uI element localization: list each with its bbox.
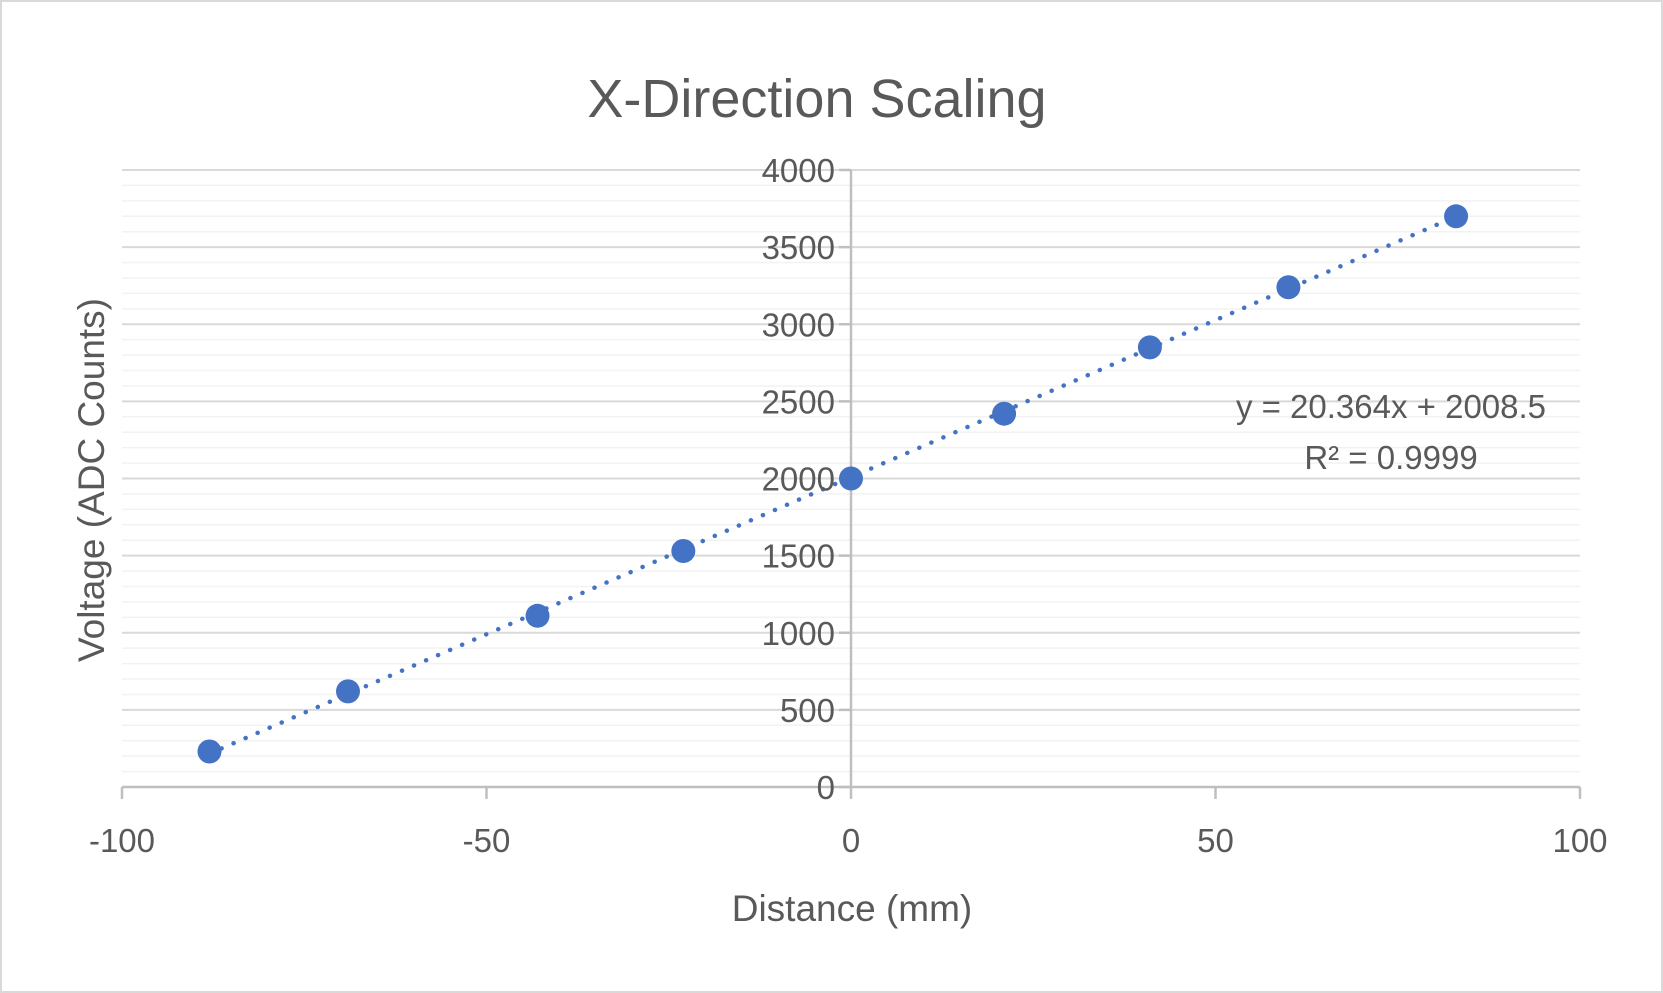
data-point [671,538,696,563]
y-tick-label: 500 [780,692,835,729]
trendline-r-squared: R² = 0.9999 [1304,439,1477,476]
data-point [839,466,863,491]
data-point [197,739,222,764]
x-tick-label: -100 [89,822,155,859]
x-tick-label: -50 [463,822,511,859]
y-tick-label: 1000 [762,615,835,652]
x-tick-label: 50 [1197,822,1234,859]
x-tick-label: 100 [1552,822,1607,859]
data-point [992,401,1017,426]
y-tick-label: 2000 [762,461,835,498]
data-point [525,603,550,628]
y-tick-label: 3500 [762,229,835,266]
tick-labels: -100 -50 0 50 100050010001500200025003000350… [89,152,1608,859]
x-tick-label: 0 [842,822,860,859]
data-point [1444,204,1469,229]
data-point [335,679,360,704]
y-axis-title: Voltage (ADC Counts) [71,298,112,662]
y-tick-label: 4000 [762,152,835,189]
y-tick-label: 3000 [762,306,835,343]
data-point [1276,275,1301,300]
y-tick-label: 0 [817,769,835,806]
trendline-equation: y = 20.364x + 2008.5 [1236,388,1546,425]
y-tick-label: 2500 [762,383,835,420]
x-axis-title: Distance (mm) [732,888,973,929]
y-tick-label: 1500 [762,538,835,575]
chart-title: X-Direction Scaling [587,69,1046,129]
data-point [1137,335,1162,360]
data-points [197,204,1469,764]
